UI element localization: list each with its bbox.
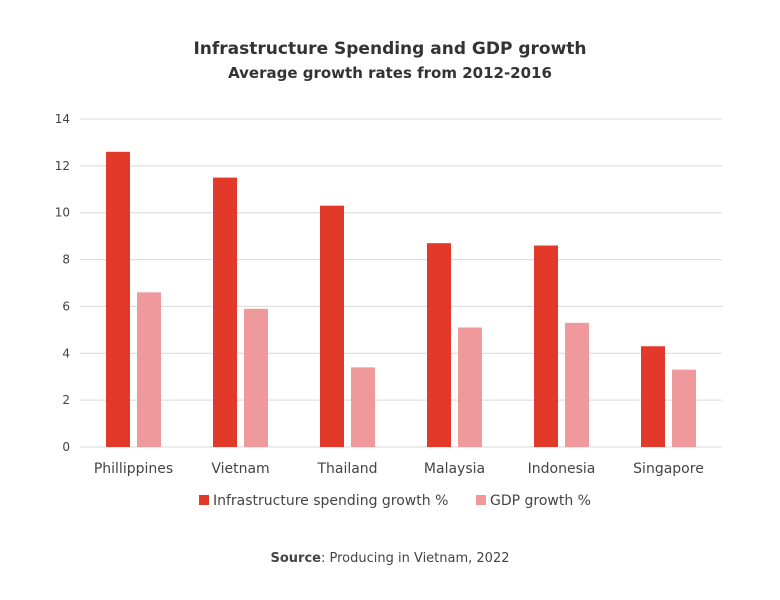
- bar-gdp: [351, 367, 375, 447]
- source-note: Source: Producing in Vietnam, 2022: [270, 551, 509, 566]
- legend-swatch-gdp: [476, 495, 486, 505]
- bar-gdp: [458, 327, 482, 447]
- x-tick-label: Phillippines: [94, 461, 173, 477]
- x-tick-label: Indonesia: [528, 461, 596, 477]
- y-tick-label: 4: [62, 346, 70, 360]
- y-tick-label: 10: [55, 206, 70, 220]
- bars: Phillippines Vietnam Thailand Malaysia Indon…: [94, 151, 704, 477]
- legend-swatch-infrastructure: [199, 495, 209, 505]
- x-tick-label: Singapore: [633, 461, 704, 477]
- bar-gdp: [565, 322, 589, 447]
- bar-infrastructure: [320, 205, 344, 447]
- y-tick-label: 0: [62, 440, 70, 454]
- legend-label-infrastructure: Infrastructure spending growth %: [213, 493, 448, 509]
- source-label: Source: [270, 551, 321, 566]
- gridlines: 0 2 4 6 8 10 12 14: [55, 112, 722, 454]
- source-text: : Producing in Vietnam, 2022: [321, 551, 510, 566]
- legend: Infrastructure spending growth % GDP gro…: [199, 493, 591, 509]
- bar-infrastructure: [641, 346, 665, 447]
- y-tick-label: 14: [55, 112, 70, 126]
- legend-label-gdp: GDP growth %: [490, 493, 591, 509]
- x-tick-label: Vietnam: [211, 461, 269, 477]
- bar-infrastructure: [534, 245, 558, 447]
- x-tick-label: Malaysia: [424, 461, 485, 477]
- bar-infrastructure: [213, 177, 237, 448]
- bar-infrastructure: [427, 243, 451, 447]
- bar-gdp: [137, 292, 161, 447]
- bar-infrastructure: [106, 151, 130, 448]
- y-tick-label: 12: [55, 159, 70, 173]
- chart-title: Infrastructure Spending and GDP growth: [193, 39, 586, 59]
- y-tick-label: 2: [62, 393, 70, 407]
- bar-gdp: [672, 369, 696, 447]
- bar-gdp: [244, 308, 268, 447]
- x-tick-label: Thailand: [316, 461, 377, 477]
- chart-subtitle: Average growth rates from 2012-2016: [228, 64, 552, 82]
- y-tick-label: 6: [62, 299, 70, 313]
- y-tick-label: 8: [62, 253, 70, 267]
